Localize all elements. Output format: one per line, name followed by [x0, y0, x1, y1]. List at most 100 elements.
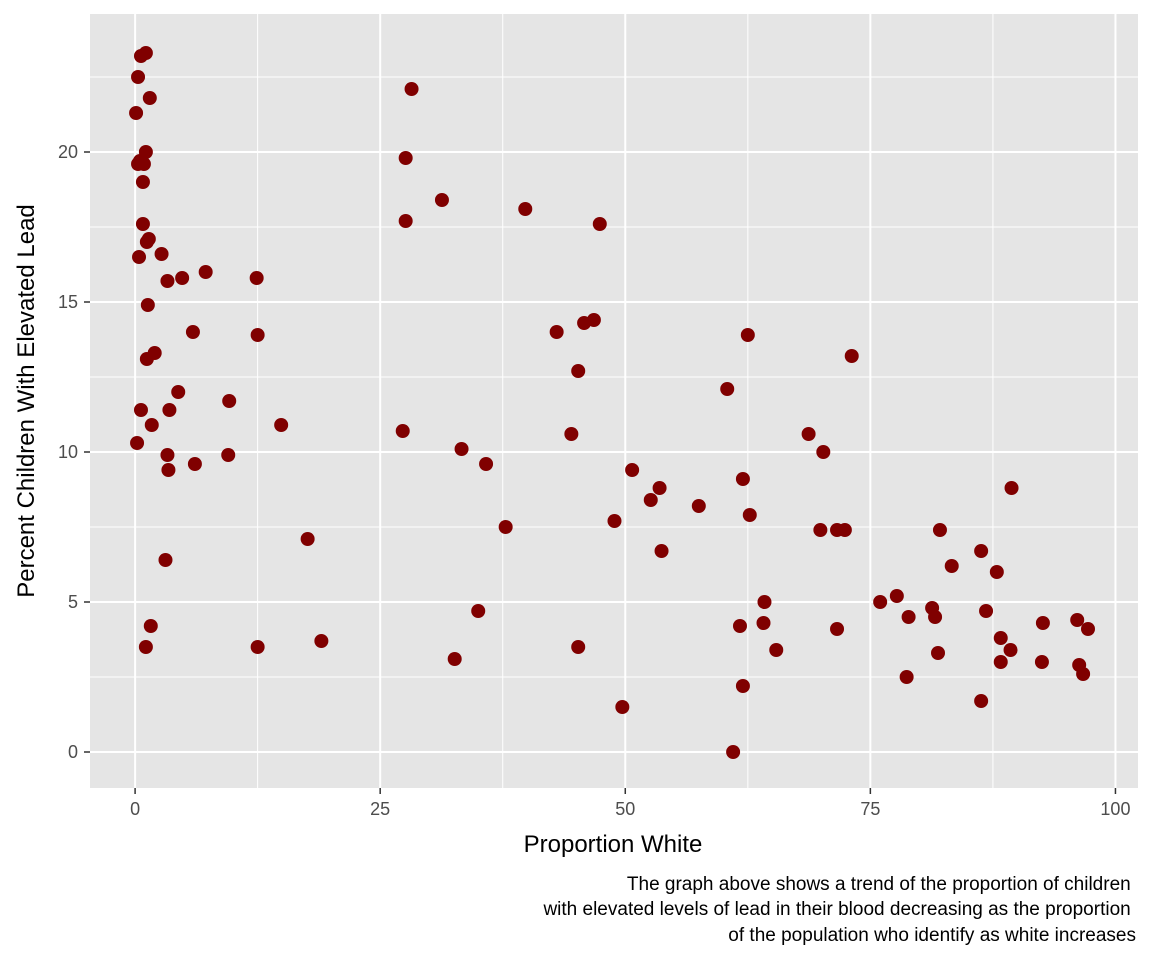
data-point [928, 610, 943, 624]
data-point [498, 520, 513, 534]
data-point [132, 154, 147, 168]
data-point [974, 544, 989, 558]
data-point [691, 499, 706, 513]
data-point [732, 619, 747, 633]
data-point [138, 640, 153, 654]
data-point [175, 271, 190, 285]
data-point [643, 493, 658, 507]
y-axis: 0 5 10 15 20 [58, 142, 90, 762]
caption: The graph above shows a trend of the pro… [542, 874, 1136, 946]
data-point [139, 235, 154, 249]
data-point [154, 247, 169, 261]
data-point [1076, 667, 1091, 681]
data-point [171, 385, 186, 399]
data-point [187, 457, 202, 471]
data-point [549, 325, 564, 339]
data-point [742, 508, 757, 522]
y-tick-label: 20 [58, 142, 78, 162]
data-point [720, 382, 735, 396]
data-point [129, 106, 144, 120]
x-axis: 0 25 50 75 100 [130, 788, 1130, 819]
data-point [932, 523, 947, 537]
data-point [185, 325, 200, 339]
data-point [901, 610, 916, 624]
y-tick-label: 5 [68, 592, 78, 612]
data-point [139, 352, 154, 366]
x-tick-label: 75 [860, 799, 880, 819]
caption-line-2: with elevated levels of lead in their bl… [542, 899, 1136, 920]
x-tick-label: 100 [1100, 799, 1130, 819]
data-point [735, 472, 750, 486]
data-point [447, 652, 462, 666]
data-point [133, 403, 148, 417]
data-point [404, 82, 419, 96]
data-point [652, 481, 667, 495]
x-tick-label: 0 [130, 799, 140, 819]
data-point [160, 448, 175, 462]
data-point [769, 643, 784, 657]
data-point [140, 298, 155, 312]
data-point [222, 394, 237, 408]
data-point [1070, 613, 1085, 627]
data-point [132, 250, 147, 264]
data-point [944, 559, 959, 573]
data-point [434, 193, 449, 207]
data-point [571, 640, 586, 654]
y-tick-label: 15 [58, 292, 78, 312]
data-point [756, 616, 771, 630]
data-point [625, 463, 640, 477]
x-tick-label: 50 [615, 799, 635, 819]
data-point [974, 694, 989, 708]
data-point [1034, 655, 1049, 669]
y-tick-label: 10 [58, 442, 78, 462]
data-point [726, 745, 741, 759]
data-point [615, 700, 630, 714]
data-point [518, 202, 533, 216]
data-point [801, 427, 816, 441]
data-point [135, 175, 150, 189]
x-axis-title: Proportion White [524, 831, 703, 858]
data-point [479, 457, 494, 471]
data-point [143, 619, 158, 633]
data-point [830, 622, 845, 636]
data-point [757, 595, 772, 609]
data-point [158, 553, 173, 567]
data-point [398, 214, 413, 228]
major-gridlines [90, 14, 1138, 788]
data-point [571, 364, 586, 378]
data-point [398, 151, 413, 165]
data-point [395, 424, 410, 438]
data-point [160, 274, 175, 288]
data-point [586, 313, 601, 327]
data-point [314, 634, 329, 648]
data-point [816, 445, 831, 459]
data-point [249, 271, 264, 285]
plot-panel [90, 14, 1138, 788]
data-point [931, 646, 946, 660]
data-point [844, 349, 859, 363]
data-point [1035, 616, 1050, 630]
data-point [131, 70, 146, 84]
data-point [873, 595, 888, 609]
data-point [221, 448, 236, 462]
data-point [471, 604, 486, 618]
data-point [993, 631, 1008, 645]
data-point [142, 91, 157, 105]
y-axis-title: Percent Children With Elevated Lead [13, 204, 40, 598]
data-point [607, 514, 622, 528]
data-point [250, 640, 265, 654]
data-point [989, 565, 1004, 579]
data-point [899, 670, 914, 684]
data-point [654, 544, 669, 558]
data-point [135, 217, 150, 231]
data-point [735, 679, 750, 693]
y-tick-label: 0 [68, 742, 78, 762]
data-point [889, 589, 904, 603]
data-point [740, 328, 755, 342]
data-point [161, 463, 176, 477]
data-point [979, 604, 994, 618]
data-point [454, 442, 469, 456]
data-point [993, 655, 1008, 669]
data-point [300, 532, 315, 546]
